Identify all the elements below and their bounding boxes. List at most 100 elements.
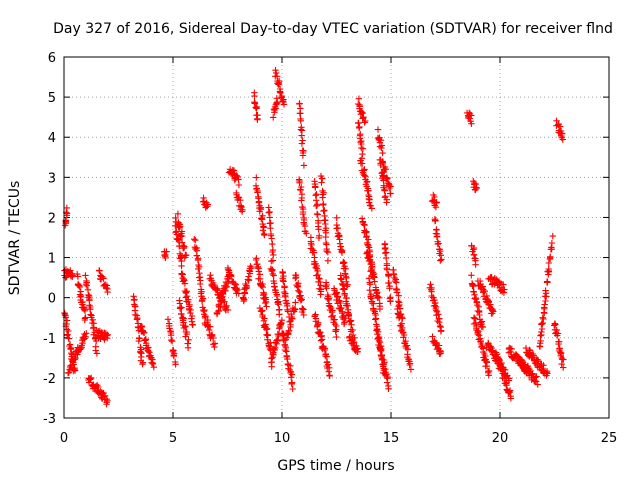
data-point xyxy=(298,183,305,191)
data-point xyxy=(82,272,89,279)
data-point xyxy=(383,249,390,256)
data-point xyxy=(545,265,552,273)
data-point xyxy=(337,299,344,307)
data-point xyxy=(340,285,348,292)
data-point xyxy=(368,263,376,270)
data-point xyxy=(321,207,328,214)
data-point xyxy=(148,355,155,363)
data-point xyxy=(554,330,562,337)
data-point xyxy=(313,210,321,218)
data-point xyxy=(364,241,371,248)
data-point xyxy=(204,203,211,210)
y-tick-label: 1 xyxy=(48,252,56,267)
data-point xyxy=(287,368,295,375)
data-point xyxy=(280,96,287,103)
data-point xyxy=(268,266,276,273)
data-point xyxy=(328,308,336,316)
data-point xyxy=(133,316,141,323)
data-point xyxy=(406,361,413,369)
data-point xyxy=(258,215,265,222)
data-point xyxy=(288,371,296,378)
data-point xyxy=(366,257,373,264)
data-point xyxy=(299,152,307,159)
data-point xyxy=(544,370,551,377)
data-point xyxy=(477,337,484,345)
data-point xyxy=(263,325,271,332)
y-tick-label: 6 xyxy=(48,51,56,66)
data-point xyxy=(63,212,70,219)
data-point xyxy=(489,307,496,314)
data-point xyxy=(396,305,404,312)
data-point xyxy=(270,345,278,352)
data-point xyxy=(298,132,305,139)
data-point xyxy=(83,330,90,337)
data-point xyxy=(437,328,445,335)
data-point xyxy=(259,283,266,291)
data-point xyxy=(377,351,385,359)
data-point xyxy=(226,166,234,173)
data-point xyxy=(176,297,183,304)
data-point xyxy=(501,286,508,293)
data-point xyxy=(355,95,363,102)
data-point xyxy=(275,301,282,308)
data-point xyxy=(360,221,368,228)
data-point xyxy=(483,362,491,370)
data-point xyxy=(556,345,563,352)
data-point xyxy=(427,281,434,288)
data-point xyxy=(378,144,385,152)
data-point xyxy=(358,215,366,222)
data-point xyxy=(95,383,102,391)
data-point xyxy=(470,251,478,259)
data-point xyxy=(324,361,332,368)
data-point xyxy=(224,280,232,287)
data-point xyxy=(431,299,439,307)
data-point xyxy=(185,298,192,306)
data-point xyxy=(299,203,306,211)
data-point xyxy=(146,349,153,356)
data-point xyxy=(268,358,276,366)
data-point xyxy=(560,356,567,363)
data-point xyxy=(96,267,103,274)
data-point xyxy=(311,254,318,261)
data-point xyxy=(318,336,326,343)
data-point xyxy=(382,193,389,200)
data-point xyxy=(280,101,288,108)
data-point xyxy=(383,266,391,273)
data-point xyxy=(87,305,94,313)
data-point xyxy=(197,290,205,297)
data-point xyxy=(269,270,276,278)
data-point xyxy=(387,298,394,305)
data-point xyxy=(407,366,415,373)
data-point xyxy=(82,314,89,321)
data-point xyxy=(263,326,270,333)
x-tick-label: 10 xyxy=(274,431,291,446)
data-point xyxy=(64,331,71,338)
data-point xyxy=(437,347,444,354)
data-point xyxy=(325,368,332,375)
data-point xyxy=(280,278,287,285)
x-tick-label: 25 xyxy=(601,431,618,446)
data-point xyxy=(270,277,277,285)
data-point xyxy=(475,328,482,335)
data-point xyxy=(141,329,148,336)
data-point xyxy=(207,272,214,279)
data-point xyxy=(381,359,388,366)
data-point xyxy=(560,364,567,371)
data-point xyxy=(65,369,72,376)
data-point xyxy=(74,273,82,280)
data-point xyxy=(271,346,278,354)
data-point xyxy=(432,339,440,346)
data-point xyxy=(347,328,355,335)
data-point xyxy=(316,285,323,292)
data-point xyxy=(168,336,175,344)
data-point xyxy=(269,257,277,264)
data-point xyxy=(366,196,373,203)
data-point xyxy=(361,166,368,173)
data-point xyxy=(85,379,93,386)
data-point xyxy=(355,124,363,132)
data-point xyxy=(553,326,560,334)
data-point xyxy=(334,293,341,301)
data-point xyxy=(435,342,443,349)
data-point xyxy=(559,136,566,143)
data-point xyxy=(248,264,255,272)
